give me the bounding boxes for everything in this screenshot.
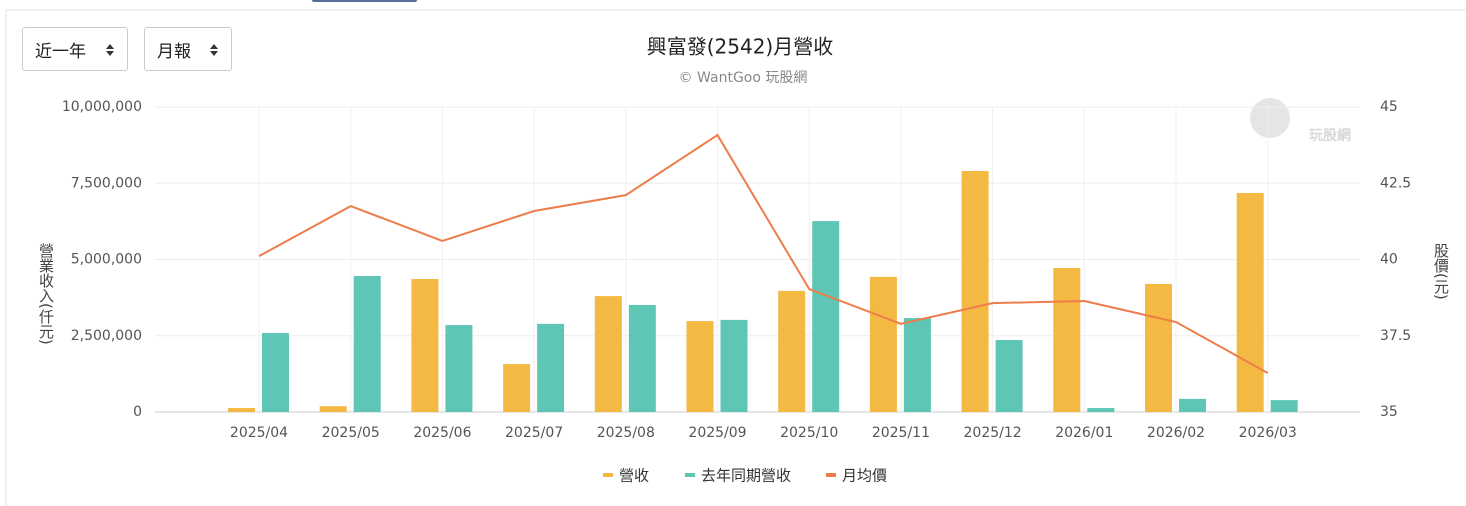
bar: [903, 318, 931, 412]
bar: [353, 275, 381, 412]
bar: [720, 319, 748, 412]
watermark-text: 玩股網: [1309, 127, 1351, 144]
period-value: 近一年: [35, 41, 86, 62]
bar: [319, 406, 347, 412]
bar: [1145, 283, 1172, 412]
bar: [537, 323, 565, 412]
y-tick-label: 0: [133, 404, 142, 420]
bar: [1236, 193, 1264, 412]
panel: [5, 9, 1466, 506]
bar: [594, 296, 622, 412]
x-tick-label: 2025/07: [505, 425, 563, 441]
bar: [812, 221, 840, 412]
period-dropdown[interactable]: 近一年: [22, 27, 128, 71]
bar: [686, 321, 714, 412]
chart-title: 興富發(2542)月營收: [647, 35, 834, 59]
chart-subtitle: © WantGoo 玩股網: [679, 70, 808, 86]
x-tick-label: 2025/09: [688, 425, 746, 441]
bar: [628, 304, 656, 412]
dropdown-icon: [106, 44, 114, 56]
y2-tick-label: 37.5: [1380, 328, 1411, 344]
bar: [411, 279, 439, 412]
watermark: 玩股網: [1250, 98, 1351, 144]
x-tick-label: 2025/11: [872, 425, 930, 441]
y-tick-label: 5,000,000: [71, 252, 142, 268]
bar: [228, 408, 255, 412]
bar: [1053, 268, 1081, 412]
bar: [1270, 400, 1298, 412]
bar: [445, 325, 473, 412]
bar: [262, 333, 289, 412]
y2-tick-label: 42.5: [1380, 175, 1411, 191]
x-tick-label: 2025/04: [230, 425, 288, 441]
y2-axis-title: 股價(元): [1432, 243, 1450, 300]
dropdown-icon: [210, 44, 218, 56]
x-tick-label: 2025/08: [597, 425, 655, 441]
bar: [961, 171, 989, 412]
x-tick-label: 2026/03: [1239, 425, 1297, 441]
legend-label: 營收: [619, 467, 649, 485]
bar: [778, 290, 806, 412]
watermark-logo: [1250, 98, 1290, 138]
frequency-dropdown[interactable]: 月報: [144, 27, 232, 71]
y2-tick-label: 45: [1380, 99, 1398, 115]
bar: [1087, 408, 1115, 412]
legend-label: 去年同期營收: [701, 467, 791, 485]
bar: [869, 276, 897, 412]
legend-label: 月均價: [842, 467, 887, 485]
y-tick-label: 7,500,000: [71, 175, 142, 191]
y2-tick-label: 35: [1380, 404, 1398, 420]
x-tick-label: 2025/12: [964, 425, 1022, 441]
frequency-value: 月報: [157, 41, 191, 62]
bar: [1179, 398, 1206, 412]
y2-tick-label: 40: [1380, 252, 1398, 268]
legend-marker: [826, 473, 836, 477]
y-tick-label: 10,000,000: [62, 99, 142, 115]
x-tick-label: 2026/01: [1055, 425, 1113, 441]
x-tick-label: 2025/06: [413, 425, 471, 441]
bar: [995, 340, 1023, 412]
legend-marker: [685, 473, 695, 477]
tab: [312, 0, 417, 2]
legend-marker: [603, 473, 613, 477]
line: [258, 133, 1269, 374]
y-tick-label: 2,500,000: [71, 328, 142, 344]
y-axis-title: 營業收入(仟元): [37, 243, 55, 345]
bar: [503, 364, 531, 412]
x-tick-label: 2025/10: [780, 425, 838, 441]
x-tick-label: 2026/02: [1147, 425, 1205, 441]
x-tick-label: 2025/05: [322, 425, 380, 441]
